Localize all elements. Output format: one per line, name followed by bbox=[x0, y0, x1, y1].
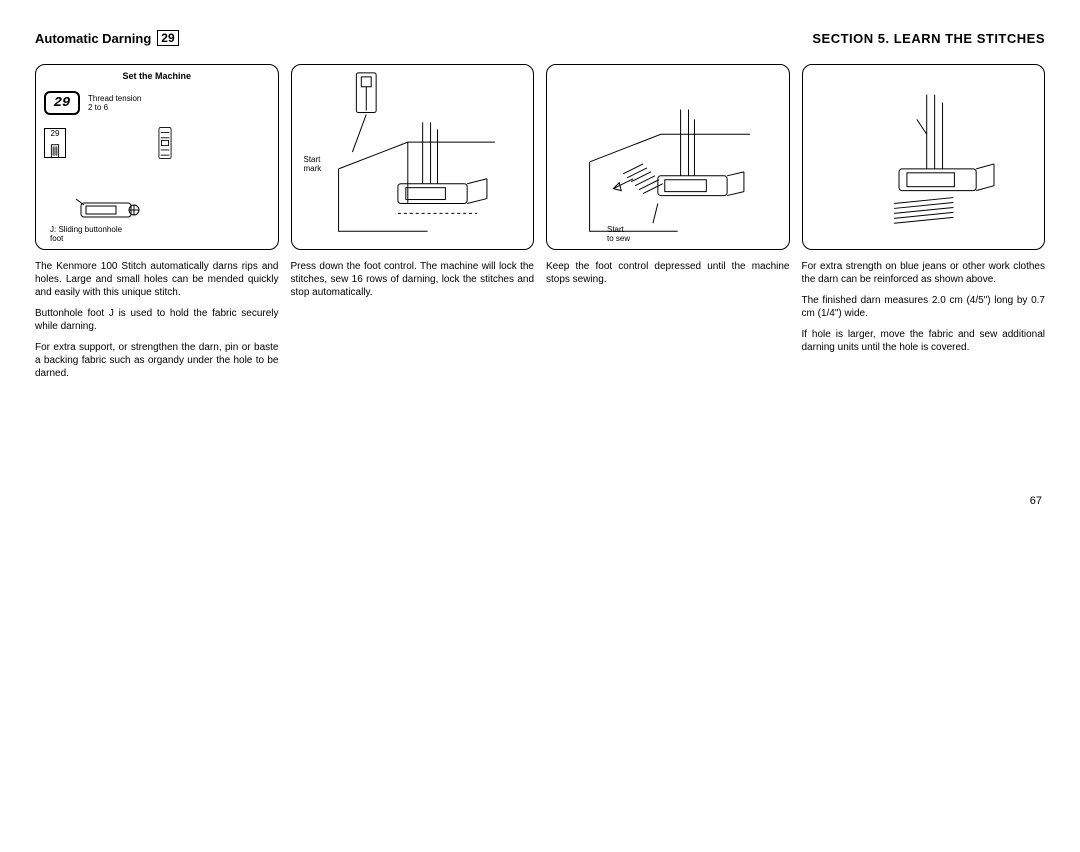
panel-step-3 bbox=[802, 64, 1046, 250]
title-text: Automatic Darning bbox=[35, 31, 151, 46]
pattern-icon bbox=[45, 138, 65, 166]
col-1: Set the Machine 29 Thread tension 2 to 6… bbox=[35, 64, 279, 388]
title-stitch-box: 29 bbox=[157, 30, 178, 46]
panel-step-2: Start to sew bbox=[546, 64, 790, 250]
caption-1-p3: For extra support, or strengthen the dar… bbox=[35, 341, 279, 380]
caption-3-p1: Keep the foot control depressed until th… bbox=[546, 260, 790, 286]
step3-diagram bbox=[803, 65, 1045, 249]
stitch-display-box: 29 bbox=[44, 91, 80, 115]
col-2: Start mark Press down the foot control. … bbox=[291, 64, 535, 307]
panel1-heading: Set the Machine bbox=[36, 71, 278, 81]
caption-1-p2: Buttonhole foot J is used to hold the fa… bbox=[35, 307, 279, 333]
caption-4: For extra strength on blue jeans or othe… bbox=[802, 260, 1046, 362]
caption-4-p1: For extra strength on blue jeans or othe… bbox=[802, 260, 1046, 286]
step1-diagram bbox=[292, 65, 534, 249]
page-title: Automatic Darning 29 bbox=[35, 30, 179, 46]
caption-3: Keep the foot control depressed until th… bbox=[546, 260, 790, 294]
pattern-indicator-box: 29 bbox=[44, 128, 66, 158]
page-number: 67 bbox=[1030, 495, 1042, 507]
caption-4-p3: If hole is larger, move the fabric and s… bbox=[802, 328, 1046, 354]
step2-diagram bbox=[547, 65, 789, 249]
pattern-num: 29 bbox=[45, 129, 65, 138]
tension-label: Thread tension 2 to 6 bbox=[88, 94, 141, 112]
foot-label: J: Sliding buttonhole foot bbox=[50, 225, 122, 243]
caption-1-p1: The Kenmore 100 Stitch automatically dar… bbox=[35, 260, 279, 299]
col-3: Start to sew Keep the foot control depre… bbox=[546, 64, 790, 294]
caption-2: Press down the foot control. The machine… bbox=[291, 260, 535, 307]
caption-1: The Kenmore 100 Stitch automatically dar… bbox=[35, 260, 279, 388]
buttonhole-foot-icon bbox=[76, 195, 146, 225]
caption-2-p1: Press down the foot control. The machine… bbox=[291, 260, 535, 299]
panel3-label: Start to sew bbox=[607, 225, 630, 243]
col-4: For extra strength on blue jeans or othe… bbox=[802, 64, 1046, 362]
tension-dial-icon bbox=[152, 125, 178, 161]
panel-step-1: Start mark bbox=[291, 64, 535, 250]
header-row: Automatic Darning 29 SECTION 5. LEARN TH… bbox=[35, 30, 1045, 46]
panel2-label: Start mark bbox=[304, 155, 322, 173]
panel-settings: Set the Machine 29 Thread tension 2 to 6… bbox=[35, 64, 279, 250]
section-title: SECTION 5. LEARN THE STITCHES bbox=[812, 31, 1045, 46]
columns: Set the Machine 29 Thread tension 2 to 6… bbox=[35, 64, 1045, 388]
caption-4-p2: The finished darn measures 2.0 cm (4/5")… bbox=[802, 294, 1046, 320]
